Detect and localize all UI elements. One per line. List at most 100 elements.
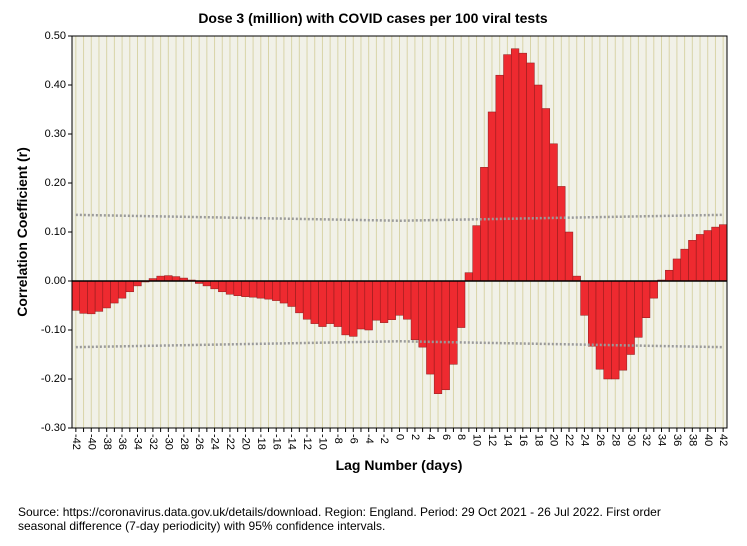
bar	[418, 280, 427, 348]
bar	[495, 74, 504, 282]
bar	[665, 269, 674, 282]
bar	[564, 231, 574, 282]
x-tick-label: -30	[162, 434, 174, 450]
bar	[588, 280, 597, 347]
y-tick-label: 0.10	[45, 226, 66, 238]
bar	[449, 280, 458, 365]
bar	[395, 280, 404, 316]
x-tick-label: 18	[532, 434, 544, 446]
x-tick-label: 14	[501, 434, 513, 446]
x-tick-label: 40	[702, 434, 714, 446]
x-tick-label: 0	[394, 434, 406, 440]
bar	[518, 52, 527, 282]
chart-title: Dose 3 (million) with COVID cases per 10…	[198, 10, 548, 26]
bar	[695, 234, 705, 282]
x-tick-label: -18	[255, 434, 267, 450]
bar	[595, 280, 604, 370]
bar	[264, 280, 273, 300]
x-axis-label: Lag Number (days)	[336, 457, 463, 473]
x-tick-label: 12	[486, 434, 498, 446]
bar	[379, 280, 389, 323]
bar	[472, 225, 481, 282]
y-tick-label: 0.50	[45, 30, 66, 42]
bar	[510, 48, 520, 282]
y-tick-label: -0.10	[41, 324, 66, 336]
bar	[403, 280, 412, 320]
x-tick-label: -36	[116, 434, 128, 450]
x-tick-label: -24	[209, 434, 221, 450]
bar	[688, 240, 697, 282]
bar	[634, 280, 643, 338]
bar	[457, 280, 466, 328]
x-tick-label: -22	[224, 434, 236, 450]
bar	[503, 54, 512, 282]
footnote: seasonal difference (7-day periodicity) …	[18, 519, 385, 533]
x-tick-label: -16	[270, 434, 282, 450]
x-tick-label: -28	[178, 434, 190, 450]
x-tick-label: -20	[239, 434, 251, 450]
bar	[79, 280, 88, 314]
x-tick-label: 36	[671, 434, 683, 446]
bar	[225, 280, 235, 295]
x-tick-label: -40	[85, 434, 97, 450]
x-tick-label: -2	[378, 434, 390, 444]
bar	[287, 280, 296, 307]
bar	[526, 62, 535, 282]
bar	[541, 108, 551, 282]
bar	[410, 280, 420, 341]
bar	[310, 280, 319, 324]
bar	[210, 280, 219, 290]
bar	[233, 280, 242, 296]
x-tick-label: -38	[101, 434, 113, 450]
x-tick-label: 32	[640, 434, 652, 446]
x-tick-label: 8	[455, 434, 467, 440]
bar	[549, 143, 558, 282]
x-tick-label: -26	[193, 434, 205, 450]
bar	[441, 280, 450, 391]
bar	[125, 280, 134, 293]
x-tick-label: 30	[625, 434, 637, 446]
bar	[603, 280, 612, 380]
bar	[102, 280, 111, 309]
x-tick-label: 42	[717, 434, 729, 446]
x-tick-label: -10	[317, 434, 329, 450]
bar	[719, 224, 728, 282]
x-tick-label: 20	[548, 434, 560, 446]
x-tick-label: -6	[347, 434, 359, 444]
x-tick-label: 22	[563, 434, 575, 446]
x-tick-label: 38	[686, 434, 698, 446]
x-tick-label: 28	[609, 434, 621, 446]
bar	[302, 280, 312, 320]
bar	[356, 280, 366, 330]
x-tick-label: -8	[332, 434, 344, 444]
bar	[364, 280, 373, 331]
y-tick-label: 0.40	[45, 79, 66, 91]
x-tick-label: -14	[286, 434, 298, 450]
bar	[480, 167, 489, 282]
bar	[387, 280, 396, 320]
x-tick-label: 24	[579, 434, 591, 446]
x-tick-label: 16	[517, 434, 529, 446]
bar	[680, 248, 689, 282]
x-tick-label: -42	[70, 434, 82, 450]
x-tick-label: 26	[594, 434, 606, 446]
bar	[218, 280, 227, 293]
bar	[611, 280, 620, 380]
x-tick-label: 4	[424, 434, 436, 440]
bar	[87, 280, 96, 315]
bar	[487, 111, 497, 282]
bar	[295, 280, 304, 314]
bar	[672, 258, 682, 282]
bar	[626, 280, 635, 355]
x-tick-label: -12	[301, 434, 313, 450]
bar	[534, 84, 543, 282]
x-tick-label: -34	[132, 434, 144, 450]
bar	[641, 280, 651, 318]
bar	[326, 280, 335, 324]
bar	[333, 280, 342, 327]
x-tick-label: 34	[656, 434, 668, 446]
bar	[426, 280, 435, 375]
y-tick-label: 0.20	[45, 177, 66, 189]
x-tick-label: -4	[363, 434, 375, 444]
